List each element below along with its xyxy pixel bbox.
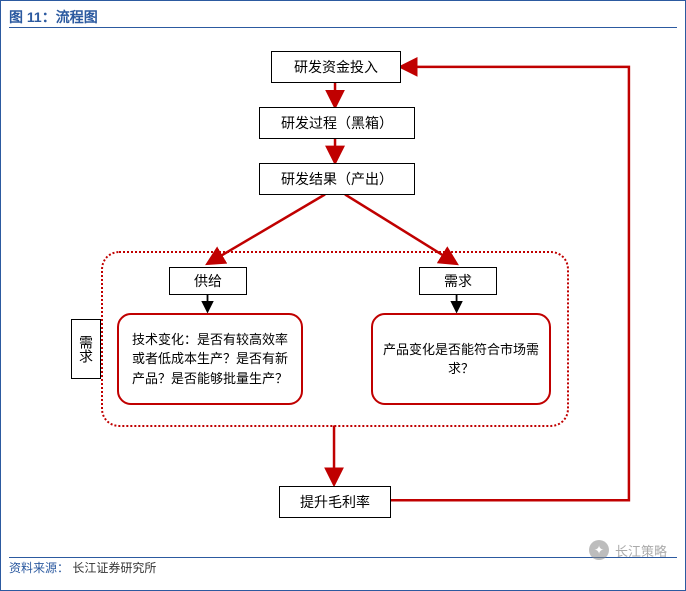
footer-divider xyxy=(9,557,677,558)
figure-title: 图 11：流程图 xyxy=(9,7,98,27)
node-gross-margin: 提升毛利率 xyxy=(279,486,391,518)
box-text: 技术变化：是否有较高效率或者低成本生产？是否有新产品？是否能够批量生产？ xyxy=(129,330,291,389)
header-label: 供给 xyxy=(194,271,222,291)
box-supply: 技术变化：是否有较高效率或者低成本生产？是否有新产品？是否能够批量生产？ xyxy=(117,313,303,405)
watermark: ✦ 长江策略 xyxy=(589,540,667,560)
node-label: 研发资金投入 xyxy=(294,57,378,77)
node-label: 研发结果（产出） xyxy=(281,169,393,189)
side-label-demand: 需求 xyxy=(71,319,101,379)
node-label: 提升毛利率 xyxy=(300,492,370,512)
title-underline xyxy=(9,27,677,28)
header-demand: 需求 xyxy=(419,267,497,295)
node-rd-process: 研发过程（黑箱） xyxy=(259,107,415,139)
node-rd-funding: 研发资金投入 xyxy=(271,51,401,83)
node-label: 研发过程（黑箱） xyxy=(281,113,393,133)
flowchart-canvas: 研发资金投入 研发过程（黑箱） 研发结果（产出） 供给 需求 技术变化：是否有较… xyxy=(1,31,685,560)
header-supply: 供给 xyxy=(169,267,247,295)
wechat-icon: ✦ xyxy=(589,540,609,560)
vlabel-text: 需求 xyxy=(76,335,96,363)
footer-label: 资料来源： xyxy=(9,561,69,575)
node-rd-output: 研发结果（产出） xyxy=(259,163,415,195)
box-text: 产品变化是否能符合市场需求？ xyxy=(383,340,539,379)
box-demand: 产品变化是否能符合市场需求？ xyxy=(371,313,551,405)
header-label: 需求 xyxy=(444,271,472,291)
figure-frame: 图 11：流程图 xyxy=(0,0,686,591)
footer-source: 资料来源： 长江证券研究所 xyxy=(9,559,156,576)
watermark-text: 长江策略 xyxy=(615,541,667,560)
footer-source-text: 长江证券研究所 xyxy=(72,561,156,575)
